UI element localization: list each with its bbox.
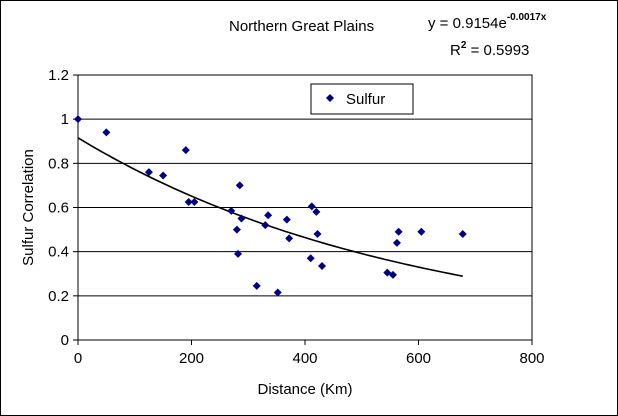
trendline bbox=[77, 137, 463, 277]
data-point bbox=[318, 262, 327, 271]
r-squared-value: = 0.5993 bbox=[466, 42, 529, 59]
legend: Sulfur bbox=[310, 83, 414, 115]
x-tick-label: 400 bbox=[292, 350, 317, 367]
x-tick-label: 800 bbox=[519, 350, 544, 367]
x-tick-label: 200 bbox=[179, 350, 204, 367]
legend-label: Sulfur bbox=[346, 91, 385, 108]
data-point bbox=[102, 128, 111, 137]
data-point bbox=[394, 227, 403, 236]
data-point bbox=[74, 115, 82, 124]
r-squared-prefix: R bbox=[450, 42, 461, 59]
data-point bbox=[282, 215, 291, 224]
data-point bbox=[313, 230, 322, 238]
data-point bbox=[285, 234, 294, 243]
data-point bbox=[227, 206, 236, 215]
y-tick-label: 0.6 bbox=[48, 200, 69, 217]
y-tick-label: 1.2 bbox=[48, 67, 69, 84]
y-tick-label: 0 bbox=[61, 332, 69, 349]
axes: 0 0.2 0.4 0.6 0.8 1 1.2 0 200 400 600 800 bbox=[48, 67, 544, 367]
data-point bbox=[264, 211, 273, 220]
y-tick-label: 0.8 bbox=[48, 155, 69, 172]
data-point bbox=[252, 281, 261, 290]
data-point bbox=[312, 207, 321, 216]
data-point bbox=[307, 202, 316, 211]
r-squared-superscript: 2 bbox=[461, 40, 467, 51]
grid-lines bbox=[78, 118, 532, 297]
trend-equation: y = 0.9154e-0.0017x bbox=[428, 12, 547, 32]
data-points bbox=[74, 115, 467, 297]
data-point bbox=[159, 171, 168, 180]
data-point bbox=[273, 288, 282, 297]
data-point bbox=[417, 227, 426, 236]
data-point bbox=[232, 225, 241, 234]
data-point bbox=[388, 270, 397, 279]
trend-equation-exponent: -0.0017x bbox=[507, 12, 547, 23]
data-point bbox=[392, 238, 401, 247]
y-tick-label: 1 bbox=[61, 111, 69, 128]
trendline-group bbox=[77, 137, 463, 277]
data-point bbox=[261, 221, 270, 230]
data-point bbox=[306, 254, 315, 263]
x-tick-label: 0 bbox=[74, 350, 82, 367]
data-point bbox=[458, 230, 467, 238]
data-point bbox=[237, 214, 246, 223]
x-tick-label: 600 bbox=[406, 350, 431, 367]
data-point bbox=[190, 197, 199, 206]
legend-marker-icon bbox=[326, 94, 334, 102]
data-point bbox=[181, 146, 190, 155]
data-point bbox=[235, 181, 244, 190]
data-point bbox=[184, 197, 193, 206]
trend-equation-base: y = 0.9154e bbox=[428, 15, 507, 32]
r-squared-label: R2 = 0.5993 bbox=[450, 40, 529, 59]
x-axis-title: Distance (Km) bbox=[257, 381, 352, 398]
y-tick-label: 0.2 bbox=[48, 288, 69, 305]
data-point bbox=[144, 168, 153, 177]
chart-title: Northern Great Plains bbox=[229, 18, 374, 35]
data-point bbox=[234, 249, 243, 258]
y-tick-label: 0.4 bbox=[48, 244, 69, 261]
y-axis-title: Sulfur Correlation bbox=[20, 149, 37, 266]
